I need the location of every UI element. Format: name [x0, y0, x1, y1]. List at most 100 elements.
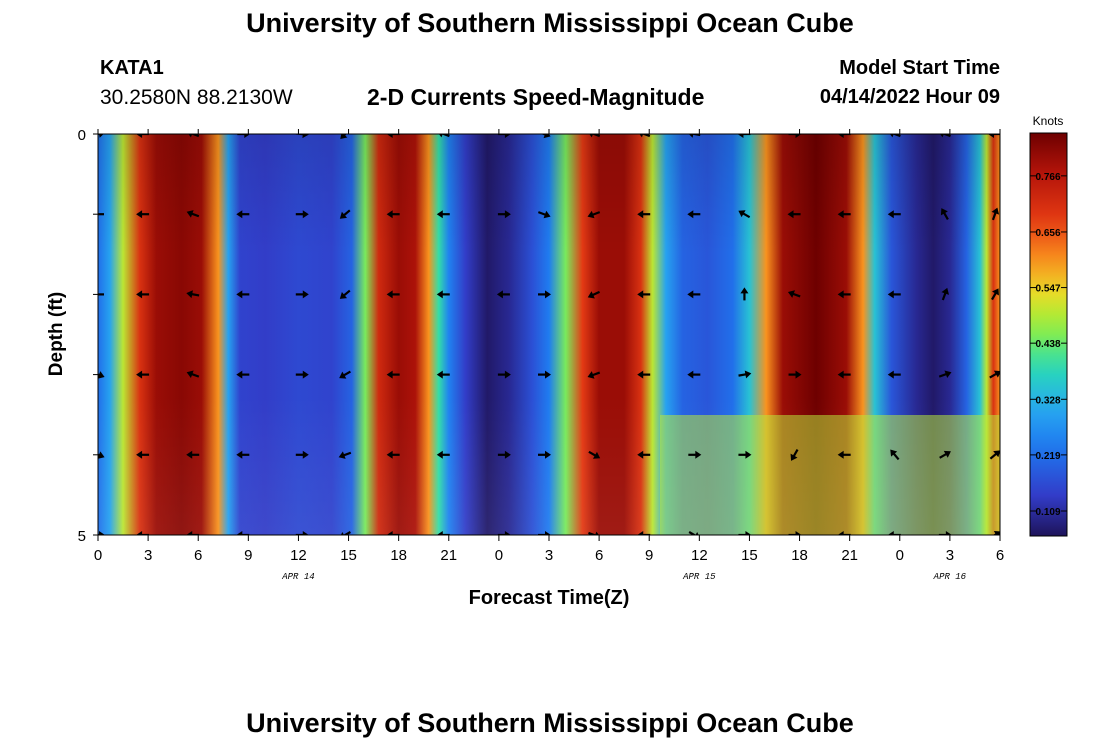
current-arrow — [436, 370, 450, 379]
current-arrow — [186, 134, 200, 138]
current-arrow — [637, 531, 651, 535]
current-arrow — [236, 290, 250, 299]
x-tick-label: 3 — [545, 547, 553, 564]
station-coordinates: 30.2580N 88.2130W — [100, 86, 293, 109]
x-tick-label: 3 — [144, 547, 152, 564]
x-tick-label: 6 — [194, 547, 202, 564]
current-arrow — [837, 290, 851, 299]
current-arrow — [386, 531, 400, 535]
current-arrow — [386, 450, 400, 459]
x-axis-label: Forecast Time(Z) — [469, 587, 630, 609]
current-arrow — [136, 210, 150, 219]
current-arrow — [98, 371, 105, 379]
colorbar-tick-label: 0.438 — [1035, 339, 1060, 350]
colorbar-title: Knots — [1033, 114, 1064, 128]
current-arrow — [687, 370, 701, 379]
current-arrow — [186, 210, 200, 218]
current-arrow — [386, 210, 400, 219]
current-arrow — [887, 531, 901, 535]
x-tick-label: 9 — [645, 547, 653, 564]
x-tick-label: 15 — [741, 547, 758, 564]
y-tick-label: 0 — [78, 127, 86, 144]
x-tick-label: 0 — [896, 547, 904, 564]
current-arrow — [236, 531, 250, 535]
x-tick-label: 21 — [841, 547, 858, 564]
current-arrow — [496, 290, 510, 299]
current-arrow — [98, 531, 105, 535]
current-arrow — [588, 450, 601, 459]
current-arrow — [537, 450, 551, 459]
current-arrow — [940, 208, 949, 220]
current-arrow — [587, 290, 601, 299]
current-arrow — [587, 134, 601, 138]
current-arrow — [890, 449, 900, 461]
x-tick-label: 9 — [244, 547, 252, 564]
current-arrow — [339, 289, 351, 299]
current-arrow — [788, 370, 802, 379]
colorbar-tick-label: 0.328 — [1035, 395, 1060, 406]
current-arrow — [738, 370, 752, 379]
current-arrow — [186, 450, 200, 459]
current-arrow — [738, 210, 751, 219]
current-arrow — [587, 210, 601, 219]
current-arrow — [687, 290, 701, 299]
current-arrow — [688, 531, 701, 535]
current-arrow — [98, 293, 104, 296]
y-tick-label: 5 — [78, 528, 86, 545]
current-arrow — [790, 449, 799, 461]
colorbar-tick-label: 0.547 — [1035, 284, 1060, 295]
colorbar-tick-label: 0.219 — [1035, 451, 1060, 462]
x-tick-label: 6 — [595, 547, 603, 564]
current-arrow — [497, 370, 511, 379]
current-arrow — [295, 370, 309, 379]
colorbar-ticks: 0.766 0.656 0.547 0.438 0.328 0.219 0.109 — [1030, 172, 1067, 518]
current-arrow — [236, 210, 250, 219]
x-tick-label: 21 — [440, 547, 457, 564]
current-arrow — [136, 134, 150, 138]
current-arrow — [637, 290, 651, 299]
date-label: APR 16 — [933, 572, 967, 582]
station-id: KATA1 — [100, 57, 164, 79]
current-arrow — [738, 450, 752, 459]
x-tick-label: 0 — [94, 547, 102, 564]
x-axis: 0 3 6 9 12 15 18 21 0 3 6 9 12 15 18 21 0 3 6 APR 14 APR 15 A… — [94, 129, 1004, 582]
current-arrow — [788, 531, 802, 535]
current-arrow — [339, 531, 351, 535]
current-arrow — [737, 134, 751, 138]
current-arrow — [497, 210, 511, 219]
current-arrow — [295, 531, 309, 535]
current-arrow — [888, 134, 901, 138]
current-arrow — [688, 450, 702, 459]
current-arrow — [787, 290, 801, 298]
current-arrow — [537, 290, 551, 299]
current-arrow — [340, 134, 351, 139]
current-arrow — [987, 134, 1000, 138]
current-arrow — [941, 287, 949, 301]
current-arrow — [236, 450, 250, 459]
date-label: APR 14 — [281, 572, 314, 582]
current-arrow — [587, 371, 601, 379]
current-arrow — [537, 370, 551, 379]
current-arrow — [887, 370, 901, 379]
current-arrow — [687, 210, 701, 219]
current-arrow — [938, 370, 952, 379]
current-arrow — [497, 531, 511, 535]
current-arrow — [837, 210, 851, 219]
colorbar — [1029, 132, 1068, 537]
current-arrow — [186, 290, 200, 299]
current-arrow — [339, 209, 351, 219]
current-arrow — [991, 207, 1000, 221]
colorbar-tick-label: 0.766 — [1035, 172, 1060, 183]
footer-title: University of Southern Mississippi Ocean… — [246, 708, 854, 738]
current-arrow — [386, 134, 400, 138]
chart-subtitle: 2-D Currents Speed-Magnitude — [367, 84, 705, 110]
current-arrow — [787, 210, 801, 219]
current-arrow — [837, 450, 851, 459]
current-arrow — [236, 370, 250, 379]
x-tick-label: 12 — [691, 547, 708, 564]
current-arrow — [136, 450, 150, 459]
x-tick-label: 3 — [946, 547, 954, 564]
current-arrow — [136, 290, 150, 299]
colorbar-tick-label: 0.656 — [1035, 228, 1060, 239]
current-arrow — [98, 213, 104, 216]
